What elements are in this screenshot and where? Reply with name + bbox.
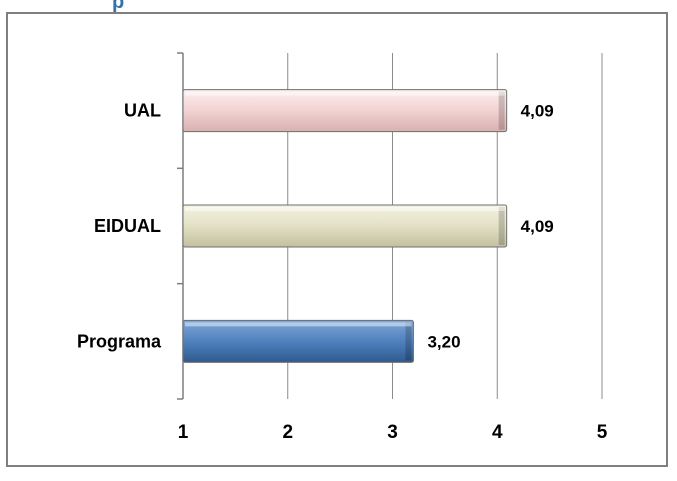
bar-bevel-programa [405, 322, 411, 360]
bar-highlight-ual [185, 92, 505, 96]
x-tick-label-3: 3 [387, 422, 398, 443]
x-tick-label-1: 1 [178, 422, 189, 443]
x-tick-label-5: 5 [597, 422, 608, 443]
value-label-programa: 3,20 [427, 332, 460, 351]
bar-bevel-eidual [499, 207, 505, 245]
category-label-ual: UAL [124, 101, 161, 121]
bar-highlight-eidual [185, 207, 505, 211]
category-label-eidual: EIDUAL [94, 216, 161, 236]
bar-ual [183, 90, 507, 132]
bar-highlight-programa [185, 322, 411, 326]
bar-eidual [183, 205, 507, 247]
category-label-programa: Programa [77, 331, 162, 351]
bar-bevel-ual [499, 92, 505, 130]
bar-programa [183, 320, 413, 362]
x-tick-label-4: 4 [492, 422, 503, 443]
x-tick-label-2: 2 [282, 422, 293, 443]
value-label-ual: 4,09 [521, 102, 554, 121]
bar-chart: 1 2 3 4 5 UAL 4,09 EIDUAL 4,09 Programa 3,20 [8, 14, 666, 465]
value-label-eidual: 4,09 [521, 217, 554, 236]
chart-frame: 1 2 3 4 5 UAL 4,09 EIDUAL 4,09 Programa 3,20 [6, 12, 668, 467]
